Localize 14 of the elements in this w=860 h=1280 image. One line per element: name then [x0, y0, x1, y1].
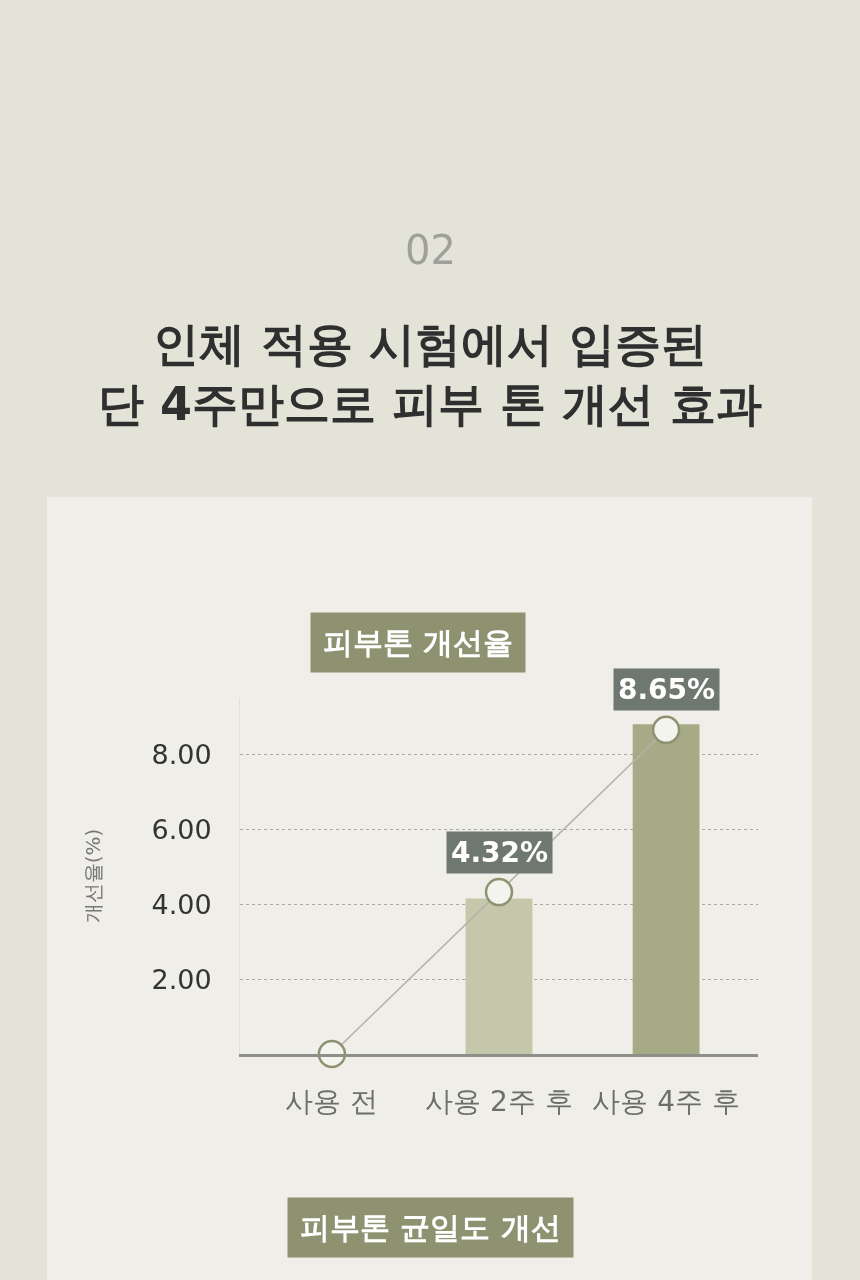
y-tick-label: 6.00	[151, 813, 212, 845]
data-label: 8.65%	[618, 673, 716, 706]
y-tick-label: 8.00	[151, 738, 212, 770]
text: 피부톤 균일도 개선	[300, 1210, 561, 1245]
data-label: 4.32%	[451, 836, 549, 869]
y-tick-label: 4.00	[151, 888, 212, 920]
chart-subtitle: 피부톤 개선율	[323, 625, 514, 660]
text: 02	[405, 227, 456, 273]
chart-title: 인체 적용 시험에서 입증된 단 4주만으로 피부 톤 개선 효과	[97, 317, 763, 431]
x-tick-label: 사용 4주 후	[592, 1084, 740, 1118]
y-axis-title: 개선율(%)	[80, 828, 105, 924]
y-tick-label: 2.00	[151, 963, 212, 995]
x-tick-label: 사용 2주 후	[425, 1084, 573, 1118]
x-tick-label: 사용 전	[285, 1084, 379, 1118]
